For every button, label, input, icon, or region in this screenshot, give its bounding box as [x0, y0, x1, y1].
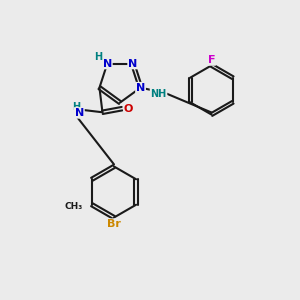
Text: N: N	[75, 108, 84, 118]
Text: N: N	[103, 58, 112, 68]
Text: N: N	[128, 58, 137, 68]
Text: NH: NH	[150, 89, 167, 99]
Text: Br: Br	[107, 219, 121, 229]
Text: H: H	[72, 102, 80, 112]
Text: N: N	[136, 83, 145, 93]
Text: CH₃: CH₃	[65, 202, 83, 211]
Text: H: H	[94, 52, 102, 62]
Text: F: F	[208, 55, 215, 65]
Text: O: O	[124, 104, 133, 114]
